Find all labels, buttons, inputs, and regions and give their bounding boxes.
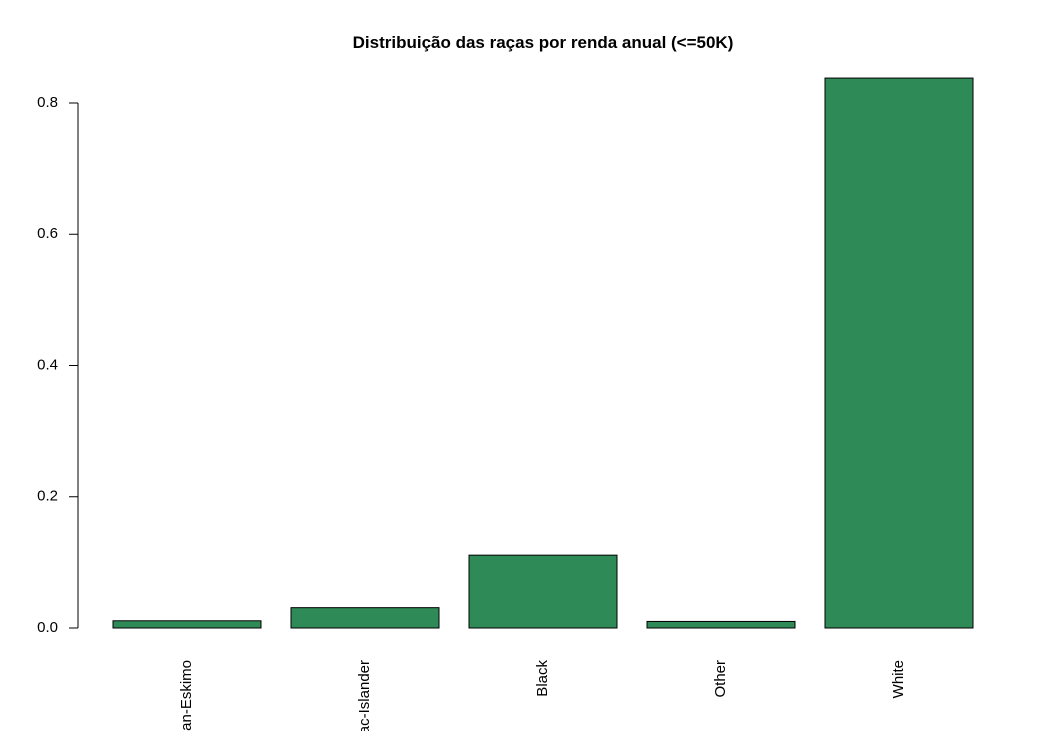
y-tick-label: 0.8 <box>37 94 58 111</box>
bar-white <box>824 77 974 629</box>
x-tick-label: ac-Islander <box>356 660 373 731</box>
y-tick-label: 0.4 <box>37 356 58 373</box>
bar-ian-eskimo <box>112 620 262 629</box>
y-axis: 0.0 0.2 0.4 0.6 0.8 <box>37 94 79 636</box>
chart-title: Distribuição das raças por renda anual (… <box>353 33 734 52</box>
y-tick-label: 0.2 <box>37 488 58 505</box>
y-tick-label: 0.6 <box>37 225 58 242</box>
bar-other <box>646 620 796 629</box>
x-tick-labels: ian-Eskimo ac-Islander Black Other White <box>178 660 907 735</box>
x-tick-label: White <box>890 660 907 698</box>
x-tick-label: Black <box>534 660 551 697</box>
bars-group <box>112 77 974 629</box>
bar-black <box>468 554 618 629</box>
x-tick-label: ian-Eskimo <box>178 660 195 731</box>
x-tick-label: Other <box>712 660 729 698</box>
y-tick-label: 0.0 <box>37 619 58 636</box>
bar-ac-islander <box>290 607 440 629</box>
